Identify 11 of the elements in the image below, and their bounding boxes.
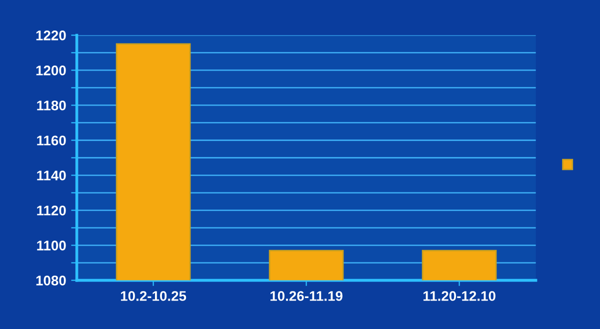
y-tick-label: 1140 [37, 170, 66, 180]
y-tick-label: 1200 [36, 66, 66, 76]
y-tick-label: 1160 [37, 136, 66, 146]
y-tick-label: 1080 [36, 276, 66, 286]
x-tick-label: 10.26-11.19 [270, 291, 342, 301]
x-tick-label: 11.20-12.10 [423, 291, 496, 301]
y-tick-label: 1180 [37, 100, 66, 110]
y-tick-label: 1120 [37, 206, 66, 216]
y-tick-label: 1100 [37, 240, 66, 250]
y-tick-label: 1220 [36, 30, 66, 40]
x-tick-label: 10.2-10.25 [120, 291, 186, 301]
